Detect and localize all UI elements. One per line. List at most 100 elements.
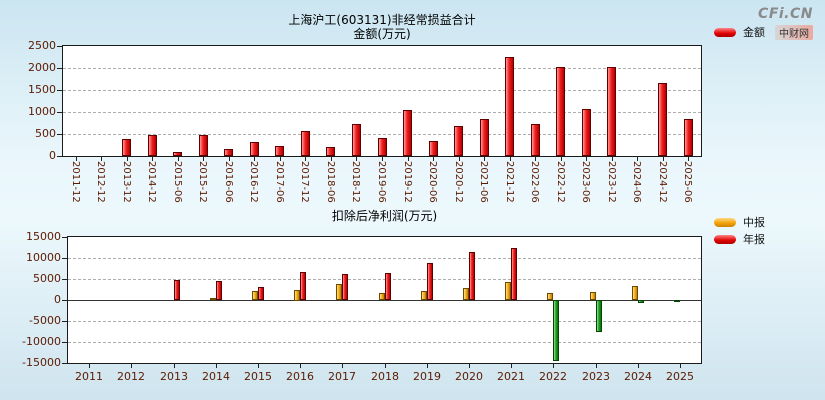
bar-annual [469,252,475,300]
y-axis-tick [57,112,62,113]
top-chart-title: 上海沪工(603131)非经常损益合计 [288,13,476,27]
bar-annual [553,300,559,361]
top-chart-subtitle: 金额(万元) [353,27,411,41]
x-axis-label: 2019 [413,370,441,383]
x-axis-tick [561,156,562,161]
bar-amount [403,110,412,156]
x-axis-tick [342,363,343,368]
bar-amount [224,149,233,156]
bar-interim [252,291,258,300]
y-axis-tick [62,363,67,364]
bar-amount [658,83,667,156]
bar-amount [454,126,463,156]
x-axis-tick [638,363,639,368]
interim-legend-label: 中报 [743,216,765,229]
gridline [68,279,701,280]
x-axis-tick [484,156,485,161]
x-axis-label: 2021 [497,370,525,383]
x-axis-tick [254,156,255,161]
gridline [63,90,701,91]
bottom-chart-legend: 中报 年报 [714,216,765,250]
bottom-chart-plot [62,236,702,368]
x-axis-tick [76,156,77,161]
x-axis-label: 2024 [624,370,652,383]
y-axis-tick [62,300,67,301]
x-axis-tick [127,156,128,161]
y-axis-label: 2500 [28,39,56,52]
bar-annual [174,280,180,300]
x-axis-label: 2020-06 [427,161,438,203]
x-axis-label: 2021-06 [478,161,489,203]
x-axis-label: 2024-12 [657,161,668,203]
x-axis-tick [637,156,638,161]
x-axis-tick [385,363,386,368]
bar-interim [379,293,385,300]
bar-amount [582,109,591,156]
y-axis-label: 0 [49,149,56,162]
x-axis-tick [382,156,383,161]
interim-legend-swatch [714,217,736,227]
x-axis-label: 2018-12 [350,161,361,203]
x-axis-tick [178,156,179,161]
cfi-logo-site: 中财网 [775,25,813,40]
bar-annual [385,273,391,300]
legend-item-interim: 中报 [714,216,765,229]
x-axis-label: 2012 [117,370,145,383]
x-axis-label: 2014-12 [146,161,157,203]
x-axis-tick [586,156,587,161]
x-axis-label: 2021-12 [504,161,515,203]
bar-annual [638,300,644,303]
bar-annual [300,272,306,300]
x-axis-tick [300,363,301,368]
x-axis-tick [131,363,132,368]
bar-interim [632,286,638,300]
x-axis-tick [203,156,204,161]
bar-interim [210,298,216,300]
legend-item-annual: 年报 [714,233,765,246]
annual-legend-label: 年报 [743,233,765,246]
bar-amount [148,135,157,156]
x-axis-label: 2017 [328,370,356,383]
x-axis-tick [433,156,434,161]
x-axis-tick [511,363,512,368]
bar-amount [378,138,387,156]
x-axis-tick [258,363,259,368]
x-axis-label: 2019-06 [376,161,387,203]
top-chart-plot [57,45,702,161]
x-axis-tick [216,363,217,368]
x-axis-label: 2023-12 [606,161,617,203]
bar-annual [511,248,517,300]
amount-legend-swatch [714,27,736,37]
y-axis-tick [57,68,62,69]
bar-amount [531,124,540,156]
y-axis-label: -5000 [29,314,61,327]
y-axis-label: 5000 [33,272,61,285]
y-axis-label: -15000 [22,356,61,369]
bar-interim [590,292,596,300]
x-axis-label: 2013-12 [121,161,132,203]
y-axis-label: 15000 [26,230,61,243]
cfi-logo: CFi.CN 中财网 [758,6,813,41]
zero-line [68,300,701,301]
x-axis-tick [408,156,409,161]
bar-annual [427,263,433,300]
y-axis-tick [62,258,67,259]
bar-interim [674,300,680,302]
y-axis-label: 500 [35,127,56,140]
bar-annual [258,287,264,300]
x-axis-label: 2012-12 [95,161,106,203]
bar-amount [429,141,438,156]
y-axis-label: 1000 [28,105,56,118]
x-axis-tick [356,156,357,161]
x-axis-label: 2015 [244,370,272,383]
x-axis-tick [174,363,175,368]
x-axis-tick [663,156,664,161]
gridline [63,68,701,69]
bar-interim [421,291,427,300]
gridline [68,342,701,343]
y-axis-tick [57,90,62,91]
x-axis-tick [152,156,153,161]
x-axis-label: 2016-06 [223,161,234,203]
x-axis-label: 2013 [160,370,188,383]
